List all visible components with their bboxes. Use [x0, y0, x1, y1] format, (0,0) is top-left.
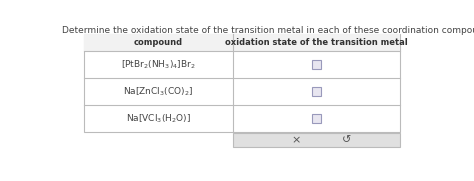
Text: ↺: ↺ [342, 135, 351, 145]
Bar [233, 133, 400, 147]
Text: $\mathrm{Na}\left[\mathrm{ZnCl_3(CO)_2}\right]$: $\mathrm{Na}\left[\mathrm{ZnCl_3(CO)_2}\… [123, 85, 193, 98]
Bar [312, 87, 321, 96]
Text: ×: × [292, 135, 301, 145]
Text: oxidation state of the transition metal: oxidation state of the transition metal [225, 38, 408, 47]
Bar [84, 34, 400, 51]
Text: $\left[\mathrm{PtBr_2(NH_3)_4}\right]\mathrm{Br_2}$: $\left[\mathrm{PtBr_2(NH_3)_4}\right]\ma… [121, 58, 196, 71]
Text: Determine the oxidation state of the transition metal in each of these coordinat: Determine the oxidation state of the tra… [62, 26, 474, 35]
Text: $\mathrm{Na}\left[\mathrm{VCl_3(H_2O)}\right]$: $\mathrm{Na}\left[\mathrm{VCl_3(H_2O)}\r… [126, 112, 191, 125]
Text: compound: compound [134, 38, 183, 47]
Bar [312, 60, 321, 69]
Bar [312, 114, 321, 123]
Bar [84, 34, 400, 132]
